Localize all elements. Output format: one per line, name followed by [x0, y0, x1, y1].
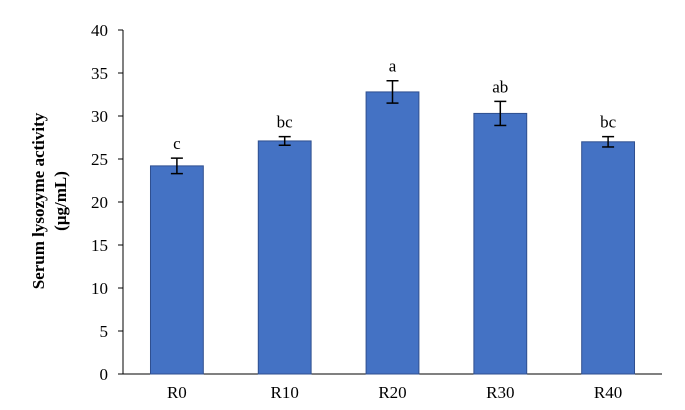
bar-R0	[149, 165, 204, 375]
x-tick-label-R40: R40	[594, 383, 622, 402]
y-tick-label: 0	[100, 365, 109, 384]
y-tick-label: 40	[91, 21, 108, 40]
y-tick-labels: 0 5 10 15 20 25 30 35 40	[91, 21, 108, 384]
y-axis-title: Serum lysozyme activity (µg/mL)	[29, 112, 70, 289]
bar-R10	[257, 140, 312, 375]
significance-letter-R10: bc	[277, 113, 294, 132]
x-tick-label-R10: R10	[271, 383, 299, 402]
y-tick-label: 25	[91, 150, 108, 169]
significance-letter-R20: a	[389, 57, 397, 76]
y-axis-title-line-2: (µg/mL)	[51, 171, 70, 231]
x-tick-label-R30: R30	[486, 383, 514, 402]
significance-letter-R30: ab	[492, 77, 508, 96]
x-tick-labels: R0 R10 R20 R30 R40	[167, 383, 622, 402]
y-tick-label: 15	[91, 236, 108, 255]
bar-R20	[365, 91, 420, 375]
x-tick-label-R0: R0	[167, 383, 187, 402]
bar-R30	[473, 112, 528, 375]
y-tick-label: 20	[91, 193, 108, 212]
y-axis-title-line-1: Serum lysozyme activity	[29, 112, 48, 289]
y-tick-label: 35	[91, 64, 108, 83]
bars	[149, 91, 636, 375]
significance-letters: c bc a ab bc	[173, 57, 616, 153]
bar-R40	[581, 141, 636, 375]
y-tick-label: 10	[91, 279, 108, 298]
significance-letter-R40: bc	[600, 113, 617, 132]
significance-letter-R0: c	[173, 134, 181, 153]
x-tick-label-R20: R20	[378, 383, 406, 402]
error-bars	[170, 79, 615, 175]
y-tick-label: 5	[100, 322, 109, 341]
y-tick-label: 30	[91, 107, 108, 126]
